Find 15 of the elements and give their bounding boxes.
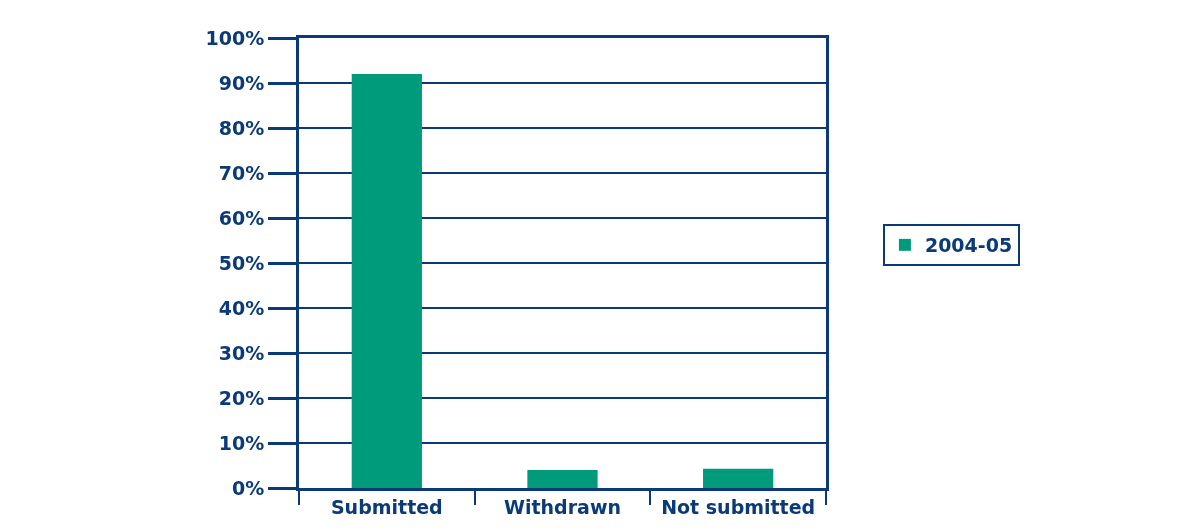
x-tick-label: Submitted: [330, 495, 443, 518]
y-tick-label: 70%: [218, 161, 265, 184]
y-tick-label: 10%: [218, 431, 265, 454]
y-tick-label: 50%: [218, 251, 265, 274]
y-tick-label: 90%: [218, 71, 265, 94]
y-tick-label: 40%: [218, 296, 265, 319]
y-tick-label: 30%: [218, 341, 265, 364]
y-tick-label: 100%: [205, 26, 265, 49]
legend-label: 2004-05: [924, 234, 1013, 257]
y-tick-label: 20%: [218, 386, 265, 409]
y-tick-label: 80%: [218, 116, 265, 139]
y-tick-label: 0%: [231, 476, 265, 499]
x-tick-label: Withdrawn: [504, 495, 621, 518]
y-tick-label: 60%: [218, 206, 265, 229]
x-tick-label: Not submitted: [661, 495, 816, 518]
